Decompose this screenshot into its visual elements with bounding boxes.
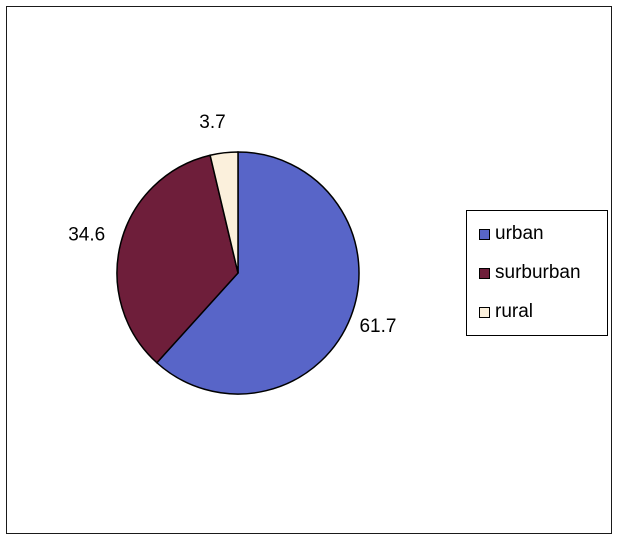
pie-slice-urban	[155, 151, 360, 395]
data-label-urban: 61.7	[359, 316, 396, 337]
legend-swatch-rural	[479, 306, 490, 318]
legend-swatch-urban	[479, 228, 490, 240]
legend-swatch-surburban	[479, 267, 490, 279]
legend-label-surburban: surburban	[495, 262, 581, 283]
legend-label-urban: urban	[495, 223, 544, 244]
data-label-rural: 3.7	[199, 112, 225, 133]
pie-slice-surburban	[116, 154, 239, 364]
legend-label-rural: rural	[495, 301, 534, 322]
legend-item-urban: urban	[479, 223, 544, 245]
legend-item-rural: rural	[479, 301, 533, 323]
data-label-surburban: 34.6	[68, 225, 105, 246]
legend-item-surburban: surburban	[479, 262, 581, 284]
legend: urban surburban rural	[466, 210, 608, 336]
pie-slice-rural	[209, 151, 239, 274]
